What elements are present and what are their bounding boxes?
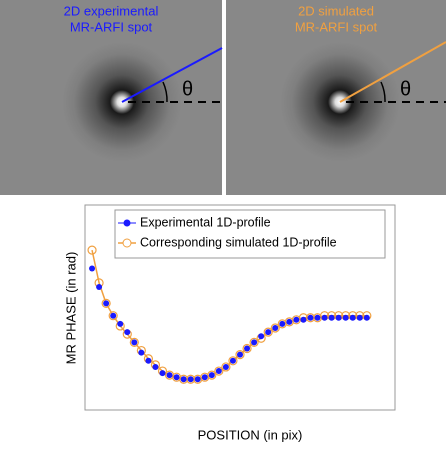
- simulated-point: [101, 298, 111, 308]
- experimental-point: [349, 314, 356, 321]
- simulated-point: [235, 350, 245, 360]
- experimental-point: [265, 329, 272, 336]
- experimental-point: [328, 314, 335, 321]
- y-axis-label: MR PHASE (in rad): [63, 252, 78, 365]
- angle-line: [339, 41, 446, 103]
- experimental-point: [201, 374, 208, 381]
- experimental-point: [187, 376, 194, 383]
- experimental-point: [194, 376, 201, 383]
- experimental-point: [356, 314, 363, 321]
- simulated-point: [221, 362, 231, 372]
- experimental-point: [314, 314, 321, 321]
- simulated-point: [179, 374, 189, 384]
- experimental-point: [145, 357, 152, 364]
- simulated-point: [305, 313, 316, 323]
- experimental-point: [166, 372, 173, 379]
- simulated-point: [129, 337, 139, 347]
- experimental-point: [321, 314, 328, 321]
- angle-line: [121, 47, 223, 103]
- simulated-point: [228, 356, 238, 366]
- simulated-point: [263, 327, 273, 337]
- legend-marker: [122, 238, 132, 248]
- experimental-point: [222, 363, 229, 370]
- experimental-point: [237, 351, 243, 358]
- experimental-point: [89, 265, 96, 272]
- experimental-point: [286, 318, 293, 325]
- simulated-point: [249, 337, 259, 347]
- experimental-point: [117, 320, 124, 327]
- experimental-point: [103, 300, 110, 307]
- angle-arc: [162, 81, 168, 103]
- legend-box: [114, 209, 386, 259]
- experimental-point: [173, 374, 180, 381]
- experimental-point: [251, 339, 258, 346]
- experimental-point: [300, 316, 307, 323]
- legend-label: Experimental 1D-profile: [140, 215, 271, 229]
- experimental-point: [131, 339, 138, 346]
- panel-title: 2D simulated: [298, 3, 374, 18]
- experimental-point: [215, 368, 222, 375]
- simulated-point: [214, 366, 224, 376]
- legend-marker: [123, 219, 131, 227]
- experimental-point: [152, 363, 159, 370]
- experimental-point: [180, 376, 187, 383]
- x-axis-label: POSITION (in pix): [198, 427, 303, 442]
- experimental-point: [307, 314, 314, 321]
- experimental-point: [335, 314, 342, 321]
- simulated-point: [270, 323, 280, 333]
- simulated-point: [87, 245, 97, 255]
- experimental-point: [272, 325, 279, 331]
- simulated-point: [108, 311, 118, 321]
- simulated-point: [242, 343, 252, 354]
- experimental-point: [159, 370, 166, 377]
- simulated-point: [186, 374, 196, 384]
- experimental-point: [279, 320, 286, 327]
- angle-label: θ: [400, 78, 411, 100]
- experimental-point: [342, 314, 349, 321]
- angle-arc: [380, 81, 386, 103]
- plot-frame: [84, 204, 396, 411]
- experimental-point: [229, 357, 236, 364]
- experimental-point: [110, 312, 117, 319]
- panel-title: MR-ARFI spot: [295, 19, 378, 34]
- angle-label: θ: [182, 78, 193, 100]
- experimental-point: [124, 329, 131, 336]
- experimental-point: [363, 314, 370, 321]
- legend-label: Corresponding simulated 1D-profile: [140, 235, 337, 249]
- experimental-point: [293, 316, 300, 323]
- experimental-point: [96, 284, 103, 290]
- panel-simulated: [226, 0, 446, 195]
- panel-title: MR-ARFI spot: [70, 19, 153, 34]
- experimental-point: [138, 349, 145, 356]
- experimental-point: [244, 345, 251, 352]
- panel-title: 2D experimental: [64, 3, 159, 18]
- simulated-point: [207, 370, 217, 380]
- experimental-point: [208, 372, 215, 379]
- experimental-point: [258, 333, 265, 340]
